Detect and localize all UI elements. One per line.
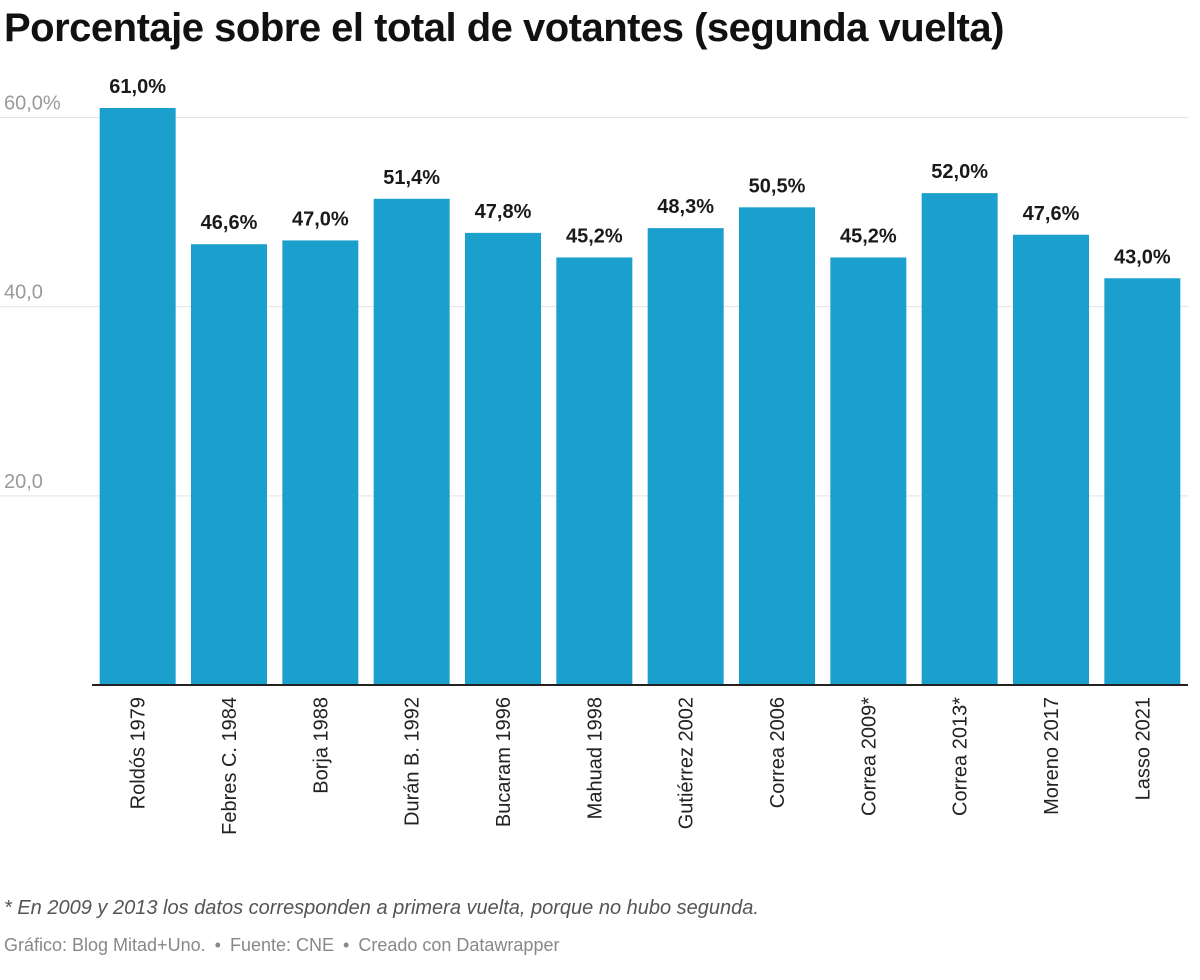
data-label: 45,2% [840,225,897,247]
data-labels: 61,0% 46,6% 47,0% 51,4% 47,8% 45,2% 48,3% 50,5%… [109,76,1171,268]
credit-graphic: Gráfico: Blog Mitad+Uno. [4,935,206,955]
data-label: 43,0% [1114,246,1171,268]
bar [921,193,998,685]
data-label: 46,6% [201,212,258,234]
data-label: 61,0% [109,76,166,98]
x-tick-label: Mahuad 1998 [584,697,606,819]
data-label: 51,4% [383,167,440,189]
bar [739,207,815,685]
credits-line: Gráfico: Blog Mitad+Uno. • Fuente: CNE •… [4,935,559,956]
bar [191,244,267,685]
bar [99,108,176,685]
x-tick-label: Lasso 2021 [1132,697,1154,800]
data-label: 47,0% [292,208,349,230]
bar [830,257,907,685]
x-axis-tick-labels: Roldós 1979 Febres C. 1984 Borja 1988 Durán… [128,697,1155,835]
x-tick-label: Gutiérrez 2002 [676,697,698,829]
data-label: 47,6% [1023,203,1080,225]
data-label: 50,5% [749,175,806,197]
y-tick-label: 40,0 [4,282,43,304]
credit-separator: • [343,935,350,955]
bar [465,232,541,685]
bar [1013,234,1089,685]
x-tick-label: Correa 2006 [767,697,789,808]
y-tick-label: 60,0% [4,92,61,114]
data-label: 48,3% [657,196,714,218]
x-tick-label: Durán B. 1992 [402,697,424,826]
x-tick-label: Correa 2009* [858,697,880,816]
x-tick-label: Febres C. 1984 [219,697,241,835]
credit-tool: Creado con Datawrapper [358,935,560,955]
footnote: * En 2009 y 2013 los datos corresponden … [4,897,759,919]
chart-title: Porcentaje sobre el total de votantes (s… [4,6,1004,50]
y-axis-tick-labels: 20,0 40,0 60,0% [4,92,61,492]
bars [99,108,1181,686]
bar [1104,278,1181,685]
x-tick-label: Roldós 1979 [128,697,150,809]
bar [556,257,633,685]
data-label: 45,2% [566,225,623,247]
credit-source: Fuente: CNE [229,935,334,955]
bar [647,228,724,685]
data-label: 52,0% [931,161,988,183]
x-tick-label: Bucaram 1996 [493,697,515,827]
bar [373,198,450,685]
bar-chart: 20,0 40,0 60,0% 61,0% 46,6% 47,0% 51,4% 47,8% 4… [0,76,1188,835]
y-tick-label: 20,0 [4,471,43,493]
bar [282,240,359,686]
data-label: 47,8% [475,201,532,223]
credit-separator: • [214,935,221,955]
x-tick-label: Moreno 2017 [1041,697,1063,815]
x-tick-label: Correa 2013* [950,697,972,816]
x-tick-label: Borja 1988 [310,697,332,794]
